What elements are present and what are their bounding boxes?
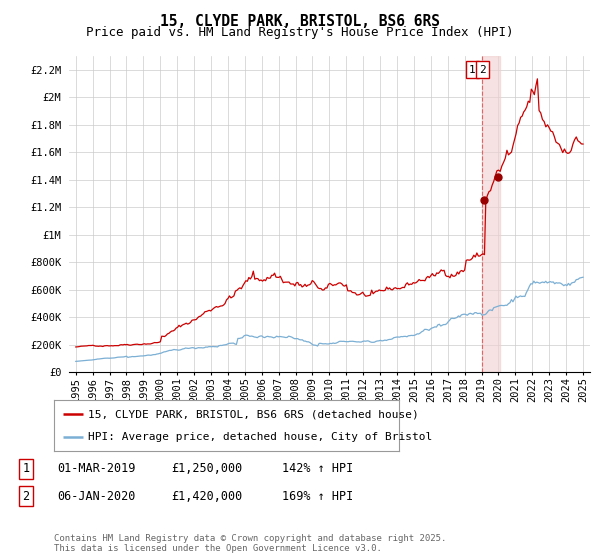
Text: £1,250,000: £1,250,000 xyxy=(171,462,242,475)
Text: 01-MAR-2019: 01-MAR-2019 xyxy=(57,462,136,475)
Text: 15, CLYDE PARK, BRISTOL, BS6 6RS (detached house): 15, CLYDE PARK, BRISTOL, BS6 6RS (detach… xyxy=(89,409,419,419)
Text: Contains HM Land Registry data © Crown copyright and database right 2025.
This d: Contains HM Land Registry data © Crown c… xyxy=(54,534,446,553)
Text: 2: 2 xyxy=(479,65,486,74)
Text: 1: 1 xyxy=(469,65,476,74)
Text: 169% ↑ HPI: 169% ↑ HPI xyxy=(282,489,353,503)
Text: 1: 1 xyxy=(22,462,29,475)
Text: 06-JAN-2020: 06-JAN-2020 xyxy=(57,489,136,503)
Text: 142% ↑ HPI: 142% ↑ HPI xyxy=(282,462,353,475)
Text: Price paid vs. HM Land Registry's House Price Index (HPI): Price paid vs. HM Land Registry's House … xyxy=(86,26,514,39)
Text: 2: 2 xyxy=(22,489,29,503)
Bar xyxy=(482,56,500,372)
Text: £1,420,000: £1,420,000 xyxy=(171,489,242,503)
Text: HPI: Average price, detached house, City of Bristol: HPI: Average price, detached house, City… xyxy=(89,432,433,442)
Text: 15, CLYDE PARK, BRISTOL, BS6 6RS: 15, CLYDE PARK, BRISTOL, BS6 6RS xyxy=(160,14,440,29)
